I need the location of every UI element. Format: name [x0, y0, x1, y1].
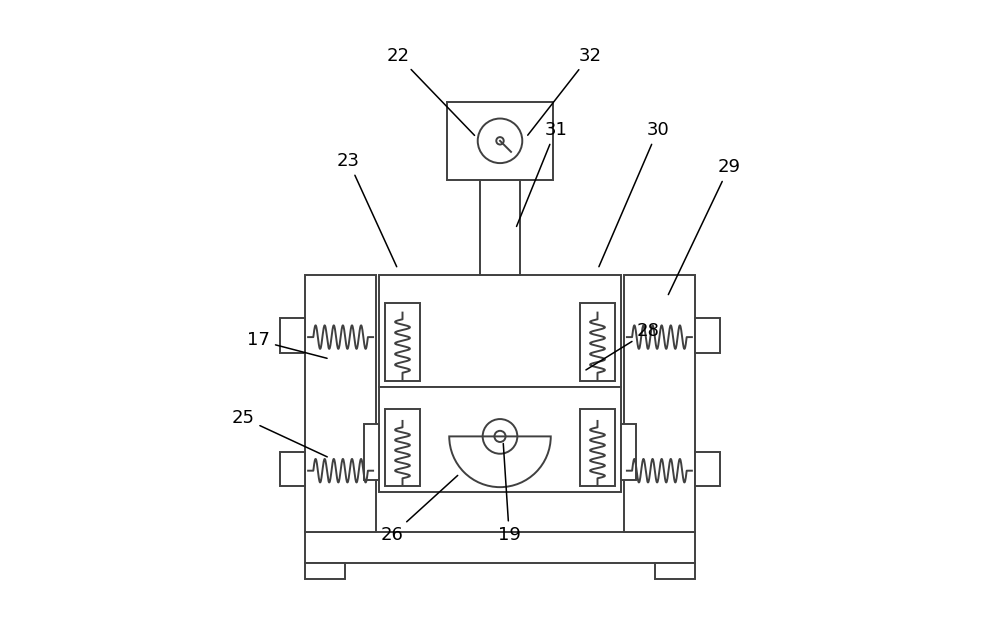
- Bar: [385, 409, 420, 486]
- Text: 31: 31: [517, 121, 567, 227]
- Bar: [379, 275, 621, 387]
- Wedge shape: [449, 436, 551, 487]
- Bar: [624, 275, 695, 532]
- Bar: [385, 303, 420, 381]
- Text: 30: 30: [599, 121, 669, 267]
- Bar: [695, 452, 720, 486]
- Text: 23: 23: [337, 152, 397, 267]
- Bar: [364, 424, 379, 480]
- Bar: [580, 409, 615, 486]
- Text: 29: 29: [668, 158, 741, 295]
- Text: 25: 25: [232, 409, 327, 457]
- Bar: [621, 424, 636, 480]
- Bar: [305, 563, 345, 579]
- Bar: [305, 532, 695, 563]
- Text: 28: 28: [586, 322, 660, 370]
- Bar: [305, 275, 376, 532]
- Text: 26: 26: [380, 475, 458, 545]
- Bar: [447, 102, 553, 180]
- Text: 17: 17: [247, 331, 327, 358]
- Bar: [280, 452, 305, 486]
- Text: 32: 32: [528, 46, 601, 135]
- Bar: [580, 303, 615, 381]
- Text: 19: 19: [498, 443, 521, 545]
- Bar: [695, 318, 720, 353]
- Bar: [379, 387, 621, 492]
- Bar: [480, 180, 520, 275]
- Bar: [280, 318, 305, 353]
- Text: 22: 22: [386, 46, 475, 136]
- Bar: [655, 563, 695, 579]
